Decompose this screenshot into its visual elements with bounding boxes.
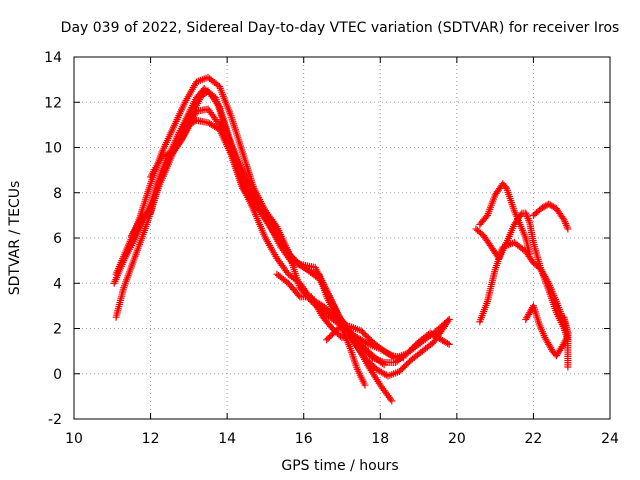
data-point-marker: [564, 363, 572, 371]
data-point-marker: [363, 339, 371, 347]
y-axis-label: SDTVAR / TECUs: [7, 181, 23, 296]
data-point-marker: [444, 339, 452, 347]
series-track-e: [147, 105, 396, 405]
plot-frame: [73, 56, 611, 420]
series-track-g: [323, 322, 453, 362]
y-tick-label: 14: [44, 50, 62, 66]
series-track-j: [476, 180, 534, 258]
x-tick-label: 10: [65, 431, 83, 447]
series-track-k: [529, 200, 572, 233]
y-tick-label: 0: [53, 367, 62, 383]
x-tick-label: 12: [142, 431, 160, 447]
x-tick-label: 22: [525, 431, 543, 447]
series-track-m: [560, 313, 572, 371]
y-tick-label: 10: [44, 141, 62, 157]
data-point-marker: [302, 265, 310, 273]
data-point-marker: [445, 315, 453, 323]
data-layer: [110, 73, 572, 405]
data-point-marker: [336, 332, 344, 340]
x-tick-label: 16: [295, 431, 313, 447]
series-track-b: [112, 87, 453, 366]
data-point-marker: [295, 291, 303, 299]
data-point-marker: [482, 213, 490, 221]
data-point-marker: [361, 381, 369, 389]
x-tick-label: 18: [371, 431, 389, 447]
series-track-f: [273, 270, 388, 369]
data-point-marker: [564, 225, 572, 233]
x-tick-label: 20: [448, 431, 466, 447]
y-tick-label: -2: [48, 412, 62, 428]
data-point-marker: [378, 359, 386, 367]
series-track-i: [472, 209, 572, 344]
x-tick-label: 14: [218, 431, 236, 447]
data-point-marker: [444, 317, 452, 325]
data-point-marker: [445, 340, 453, 348]
data-point-marker: [501, 183, 509, 191]
y-tick-label: 4: [53, 276, 62, 292]
series-track-h: [476, 239, 572, 337]
x-tick-label: 24: [601, 431, 619, 447]
y-tick-label: 2: [53, 322, 62, 338]
data-point-marker: [388, 397, 396, 405]
y-tick-label: 8: [53, 186, 62, 202]
data-point-marker: [380, 361, 388, 369]
x-axis-label: GPS time / hours: [281, 458, 398, 474]
chart-title: Day 039 of 2022, Sidereal Day-to-day VTE…: [61, 20, 620, 36]
y-tick-label: 12: [44, 95, 62, 111]
data-point-marker: [526, 250, 534, 258]
y-tick-label: 6: [53, 231, 62, 247]
